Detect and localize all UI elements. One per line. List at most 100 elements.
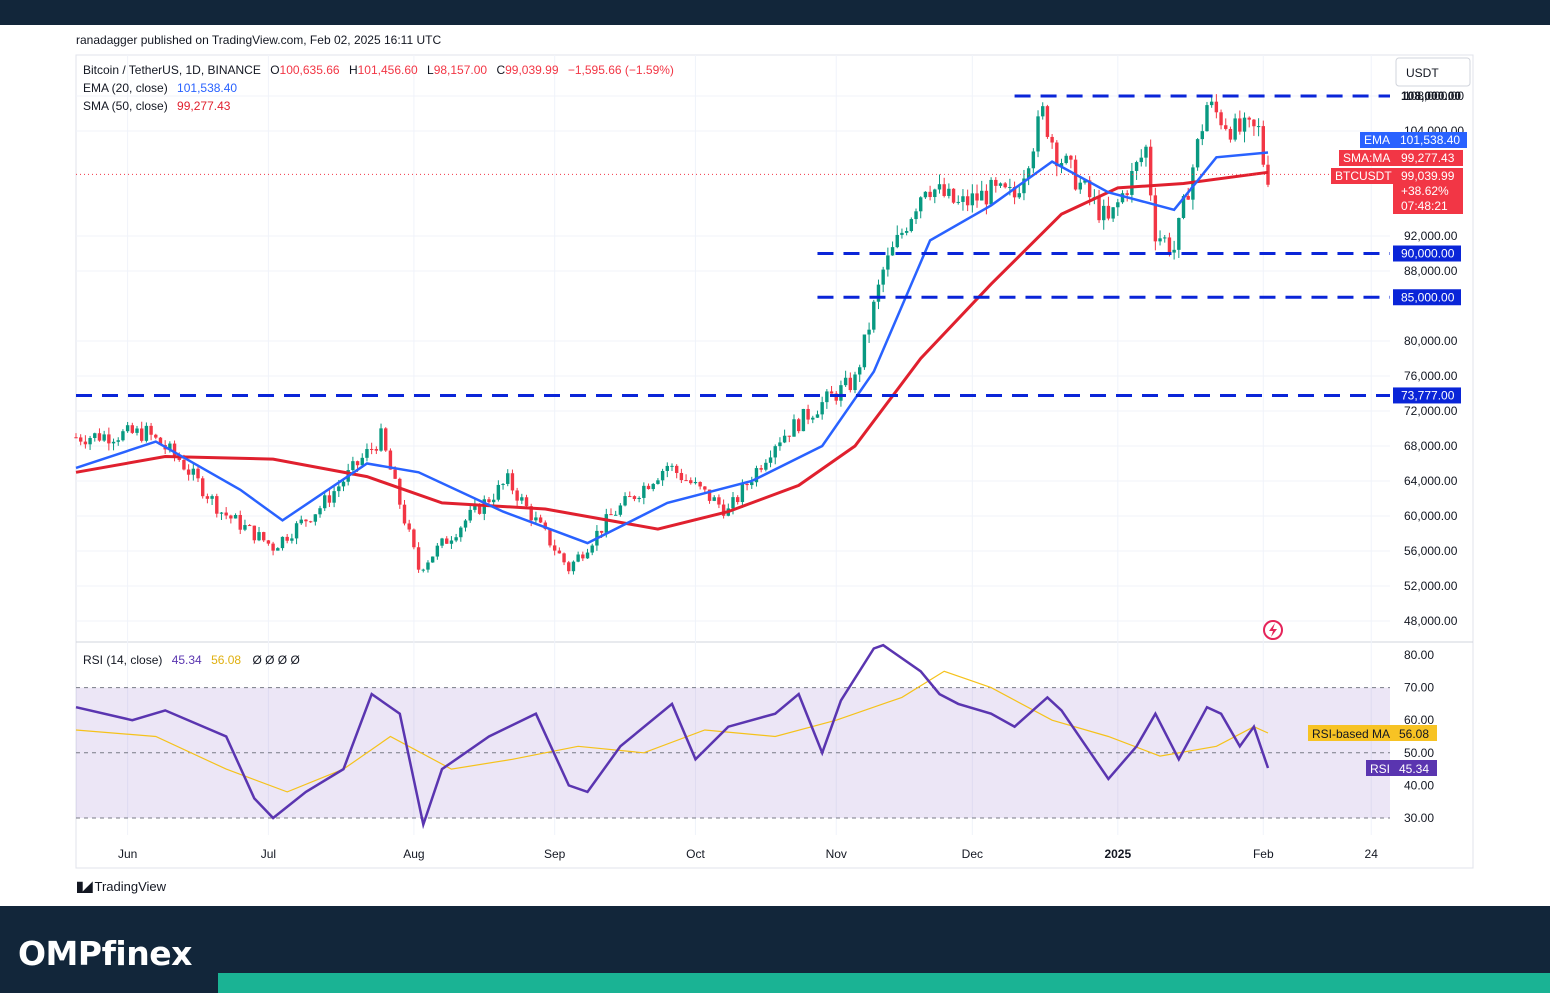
tag-85000 xyxy=(1393,289,1461,306)
candle-body xyxy=(1050,136,1054,143)
chart-frame xyxy=(75,54,1474,869)
candle-body xyxy=(595,530,599,546)
candle-body xyxy=(815,414,820,418)
candle-body xyxy=(562,553,566,563)
candle-body xyxy=(1181,196,1186,218)
candle-body xyxy=(782,435,787,443)
candle-body xyxy=(332,491,336,503)
sma-line xyxy=(75,170,1269,531)
candle-body xyxy=(773,446,777,458)
legend-rsi-extra: Ø Ø Ø Ø xyxy=(252,653,299,667)
candle-body xyxy=(1045,106,1050,137)
candle-body xyxy=(1148,146,1153,196)
candle-body xyxy=(740,483,745,503)
candle-body xyxy=(965,196,970,206)
rsi-tick-label: 40.00 xyxy=(1404,778,1434,792)
candle-body xyxy=(670,465,674,467)
candle-body xyxy=(515,490,519,501)
candle-body xyxy=(388,450,393,470)
candle-body xyxy=(360,457,364,466)
candle-body xyxy=(346,470,350,482)
candle-body xyxy=(477,504,482,514)
candle-body xyxy=(524,497,529,507)
svg-text:Bitcoin / TetherUS, 1D, BINANC: Bitcoin / TetherUS, 1D, BINANCE O100,635… xyxy=(83,63,674,77)
candle-body xyxy=(768,457,773,463)
candle-body xyxy=(858,367,862,375)
lightning-icon[interactable] xyxy=(1263,620,1283,640)
candle-body xyxy=(1172,249,1176,253)
price-tick-label: 88,000.00 xyxy=(1404,264,1458,278)
candles-layer xyxy=(74,94,1270,575)
candle-body xyxy=(219,512,224,514)
candle-body xyxy=(1102,205,1106,221)
candle-body xyxy=(721,504,726,516)
candle-body xyxy=(904,231,909,233)
time-tick-label: Sep xyxy=(544,847,566,861)
svg-text:RSI (14, close) 45.34: RSI (14, close) 45.34 56.08 Ø Ø Ø Ø xyxy=(83,653,300,667)
candle-body xyxy=(609,514,613,516)
candle-body xyxy=(909,219,914,232)
candle-body xyxy=(177,455,181,460)
candle-body xyxy=(172,443,177,456)
candle-body xyxy=(1125,193,1129,195)
candle-body xyxy=(130,425,135,433)
candle-body xyxy=(862,334,867,368)
tag-73777 xyxy=(1393,387,1461,404)
candle-body xyxy=(820,402,824,415)
candle-body xyxy=(88,437,92,445)
footer-stripe xyxy=(218,973,1550,993)
legend-change: −1,595.66 (−1.59%) xyxy=(568,63,674,77)
tradingview-brand: TradingView xyxy=(94,879,167,894)
price-tick-label: 64,000.00 xyxy=(1404,474,1458,488)
price-tick-label: 48,000.00 xyxy=(1404,614,1458,628)
candle-body xyxy=(534,517,538,521)
candle-body xyxy=(290,538,294,541)
candle-body xyxy=(257,532,261,541)
candle-body xyxy=(191,468,196,475)
candle-body xyxy=(426,562,430,570)
candle-body xyxy=(1261,126,1265,165)
candle-body xyxy=(980,190,984,201)
legend-close: 99,039.99 xyxy=(505,63,559,77)
candle-body xyxy=(1003,183,1007,188)
candle-body xyxy=(430,556,435,563)
candle-body xyxy=(74,437,78,439)
candle-body xyxy=(294,523,299,539)
candle-body xyxy=(947,188,951,196)
time-tick-label: Jun xyxy=(118,847,137,861)
candle-body xyxy=(552,545,557,551)
candle-body xyxy=(304,519,308,522)
candle-body xyxy=(928,191,932,198)
candle-body xyxy=(398,478,402,505)
tag-rsi-text: 45.34 xyxy=(1399,762,1429,776)
candle-body xyxy=(689,480,693,484)
candle-body xyxy=(787,435,792,437)
currency-button[interactable]: USDT xyxy=(1395,57,1471,87)
candle-body xyxy=(135,428,139,433)
time-tick-label: Dec xyxy=(962,847,983,861)
candle-body xyxy=(496,484,501,500)
publisher-line: ranadagger published on TradingView.com,… xyxy=(76,33,442,47)
candle-body xyxy=(726,508,731,516)
candle-body xyxy=(914,211,918,220)
candle-body xyxy=(735,497,740,503)
candle-body xyxy=(313,514,318,522)
candle-body xyxy=(806,408,810,420)
candle-body xyxy=(365,448,369,458)
candle-body xyxy=(994,179,998,186)
candle-body xyxy=(1064,155,1068,164)
candle-body xyxy=(1111,207,1115,219)
tag-85000-text: 85,000.00 xyxy=(1401,290,1455,304)
candle-body xyxy=(1228,128,1233,140)
candle-body xyxy=(919,197,923,212)
series-layer xyxy=(75,151,1270,830)
candle-body xyxy=(895,234,899,248)
tradingview-logo[interactable]: ▮◢ TradingView xyxy=(76,878,166,895)
candle-body xyxy=(1247,117,1251,120)
candle-body xyxy=(1097,197,1101,221)
rsi-tick-label: 50.00 xyxy=(1404,746,1434,760)
price-tick-label: 76,000.00 xyxy=(1404,369,1458,383)
candle-body xyxy=(1008,186,1012,188)
legend-ema-value: 101,538.40 xyxy=(177,81,237,95)
